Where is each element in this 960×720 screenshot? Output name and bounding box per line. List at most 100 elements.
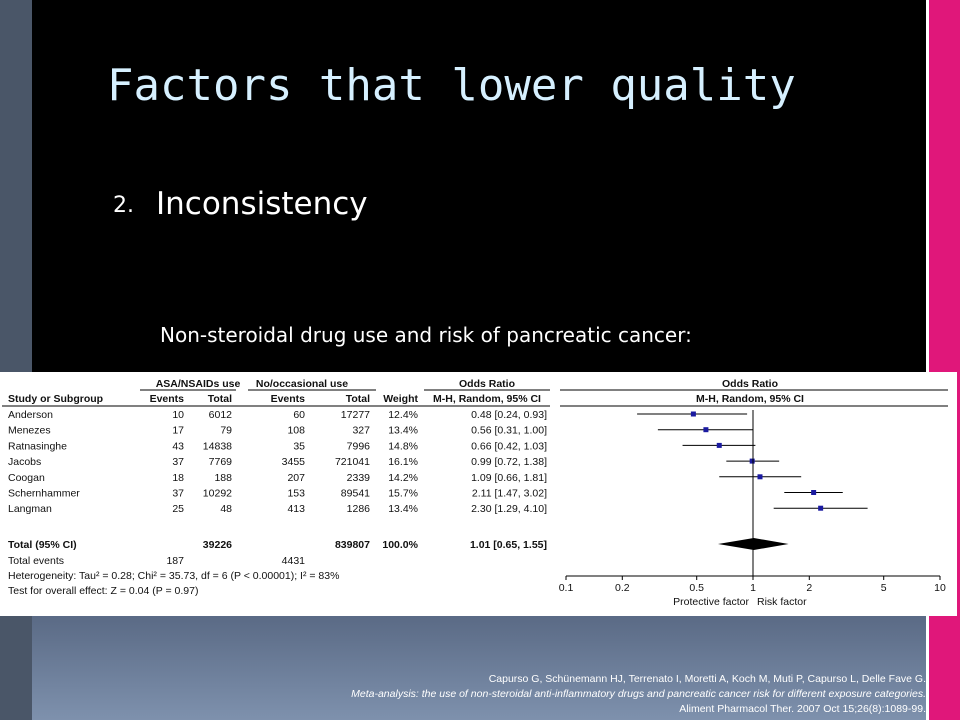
study-events-2: 207 xyxy=(287,472,305,484)
study-weight: 14.8% xyxy=(388,440,418,452)
total-events-2: 4431 xyxy=(282,555,306,567)
column-header-total-1: Total xyxy=(208,393,232,405)
study-events-2: 35 xyxy=(293,440,305,452)
point-estimate xyxy=(716,442,722,448)
study-or-ci: 0.48 [0.24, 0.93] xyxy=(471,409,547,421)
study-events-1: 37 xyxy=(172,488,184,500)
study-events-2: 3455 xyxy=(282,456,306,468)
study-name: Menezes xyxy=(8,425,51,437)
study-weight: 16.1% xyxy=(388,456,418,468)
total-events-1: 187 xyxy=(166,555,184,567)
study-events-1: 17 xyxy=(172,425,184,437)
citation-journal: Aliment Pharmacol Ther. 2007 Oct 15;26(8… xyxy=(679,703,926,715)
study-events-2: 413 xyxy=(287,503,305,515)
study-weight: 14.2% xyxy=(388,472,418,484)
total-events-label: Total events xyxy=(8,555,64,567)
x-tick-label: 5 xyxy=(881,582,887,594)
study-events-1: 37 xyxy=(172,456,184,468)
study-events-2: 153 xyxy=(287,488,305,500)
study-total-1: 188 xyxy=(214,472,232,484)
study-or-ci: 1.09 [0.66, 1.81] xyxy=(471,472,547,484)
total-count-1: 39226 xyxy=(203,539,232,551)
study-name: Jacobs xyxy=(8,456,41,468)
study-name: Ratnasinghe xyxy=(8,440,67,452)
study-name: Schernhammer xyxy=(8,488,80,500)
header-group-or-text: Odds Ratio xyxy=(459,378,515,390)
slide-title: Factors that lower quality xyxy=(107,60,796,111)
study-total-2: 1286 xyxy=(347,503,371,515)
bullet-number: 2. xyxy=(113,193,134,218)
study-weight: 13.4% xyxy=(388,503,418,515)
citation-title: Meta-analysis: the use of non-steroidal … xyxy=(351,688,926,700)
study-events-1: 43 xyxy=(172,440,184,452)
x-tick-label: 0.5 xyxy=(689,582,704,594)
study-name: Coogan xyxy=(8,472,45,484)
study-weight: 15.7% xyxy=(388,488,418,500)
heterogeneity-stat: Heterogeneity: Tau² = 0.28; Chi² = 35.73… xyxy=(8,570,339,582)
total-count-2: 839807 xyxy=(335,539,370,551)
bullet-text: Inconsistency xyxy=(156,186,368,222)
x-tick-label: 0.2 xyxy=(615,582,630,594)
column-header-total-2: Total xyxy=(346,393,370,405)
bullet-item: 2. Inconsistency xyxy=(113,186,368,222)
study-total-2: 327 xyxy=(352,425,370,437)
column-header-ci-text: M-H, Random, 95% CI xyxy=(433,393,541,405)
citation-authors: Capurso G, Schünemann HJ, Terrenato I, M… xyxy=(488,673,926,685)
study-total-1: 79 xyxy=(220,425,232,437)
column-header-events-1: Events xyxy=(150,393,185,405)
study-total-1: 7769 xyxy=(209,456,233,468)
study-total-2: 89541 xyxy=(341,488,370,500)
column-header-study: Study or Subgroup xyxy=(8,393,103,405)
column-header-weight: Weight xyxy=(383,393,418,405)
study-or-ci: 2.30 [1.29, 4.10] xyxy=(471,503,547,515)
study-events-2: 108 xyxy=(287,425,305,437)
x-tick-label: 0.1 xyxy=(559,582,574,594)
header-group-exposed: ASA/NSAIDs use xyxy=(156,378,241,390)
study-total-2: 7996 xyxy=(347,440,371,452)
point-estimate xyxy=(703,427,709,433)
study-events-1: 18 xyxy=(172,472,184,484)
chart-subtitle: Non-steroidal drug use and risk of pancr… xyxy=(160,323,692,347)
point-estimate xyxy=(749,458,755,464)
study-weight: 13.4% xyxy=(388,425,418,437)
column-header-events-2: Events xyxy=(271,393,306,405)
study-total-2: 17277 xyxy=(341,409,370,421)
x-tick-label: 1 xyxy=(750,582,756,594)
forest-plot-svg: ASA/NSAIDs use No/occasional use Odds Rati… xyxy=(2,378,948,608)
point-estimate xyxy=(818,505,824,511)
study-total-2: 2339 xyxy=(347,472,371,484)
study-total-1: 14838 xyxy=(203,440,232,452)
total-or-ci: 1.01 [0.65, 1.55] xyxy=(470,539,547,551)
point-estimate xyxy=(757,474,763,480)
header-group-or-plot: Odds Ratio xyxy=(722,378,778,390)
total-label: Total (95% CI) xyxy=(8,539,77,551)
study-total-1: 6012 xyxy=(209,409,233,421)
study-name: Anderson xyxy=(8,409,53,421)
favours-left-label: Protective factor xyxy=(673,596,749,608)
study-or-ci: 0.66 [0.42, 1.03] xyxy=(471,440,547,452)
right-divider xyxy=(926,0,929,720)
study-or-ci: 0.56 [0.31, 1.00] xyxy=(471,425,547,437)
study-total-2: 721041 xyxy=(335,456,370,468)
column-header-ci-plot: M-H, Random, 95% CI xyxy=(696,393,804,405)
overall-effect-test: Test for overall effect: Z = 0.04 (P = 0… xyxy=(8,585,198,597)
x-tick-label: 2 xyxy=(806,582,812,594)
x-tick-label: 10 xyxy=(934,582,946,594)
study-name: Langman xyxy=(8,503,52,515)
study-total-1: 10292 xyxy=(203,488,232,500)
study-or-ci: 0.99 [0.72, 1.38] xyxy=(471,456,547,468)
point-estimate xyxy=(811,490,817,495)
study-events-2: 60 xyxy=(293,409,305,421)
study-or-ci: 2.11 [1.47, 3.02] xyxy=(472,488,547,500)
forest-plot: ASA/NSAIDs use No/occasional use Odds Rati… xyxy=(0,372,957,616)
total-weight: 100.0% xyxy=(382,539,418,551)
study-events-1: 25 xyxy=(172,503,184,515)
study-total-1: 48 xyxy=(220,503,232,515)
footer-panel xyxy=(32,616,926,720)
study-events-1: 10 xyxy=(172,409,184,421)
citation: Capurso G, Schünemann HJ, Terrenato I, M… xyxy=(351,672,926,717)
point-estimate xyxy=(690,411,696,417)
header-group-control: No/occasional use xyxy=(256,378,348,390)
favours-right-label: Risk factor xyxy=(757,596,807,608)
study-weight: 12.4% xyxy=(388,409,418,421)
